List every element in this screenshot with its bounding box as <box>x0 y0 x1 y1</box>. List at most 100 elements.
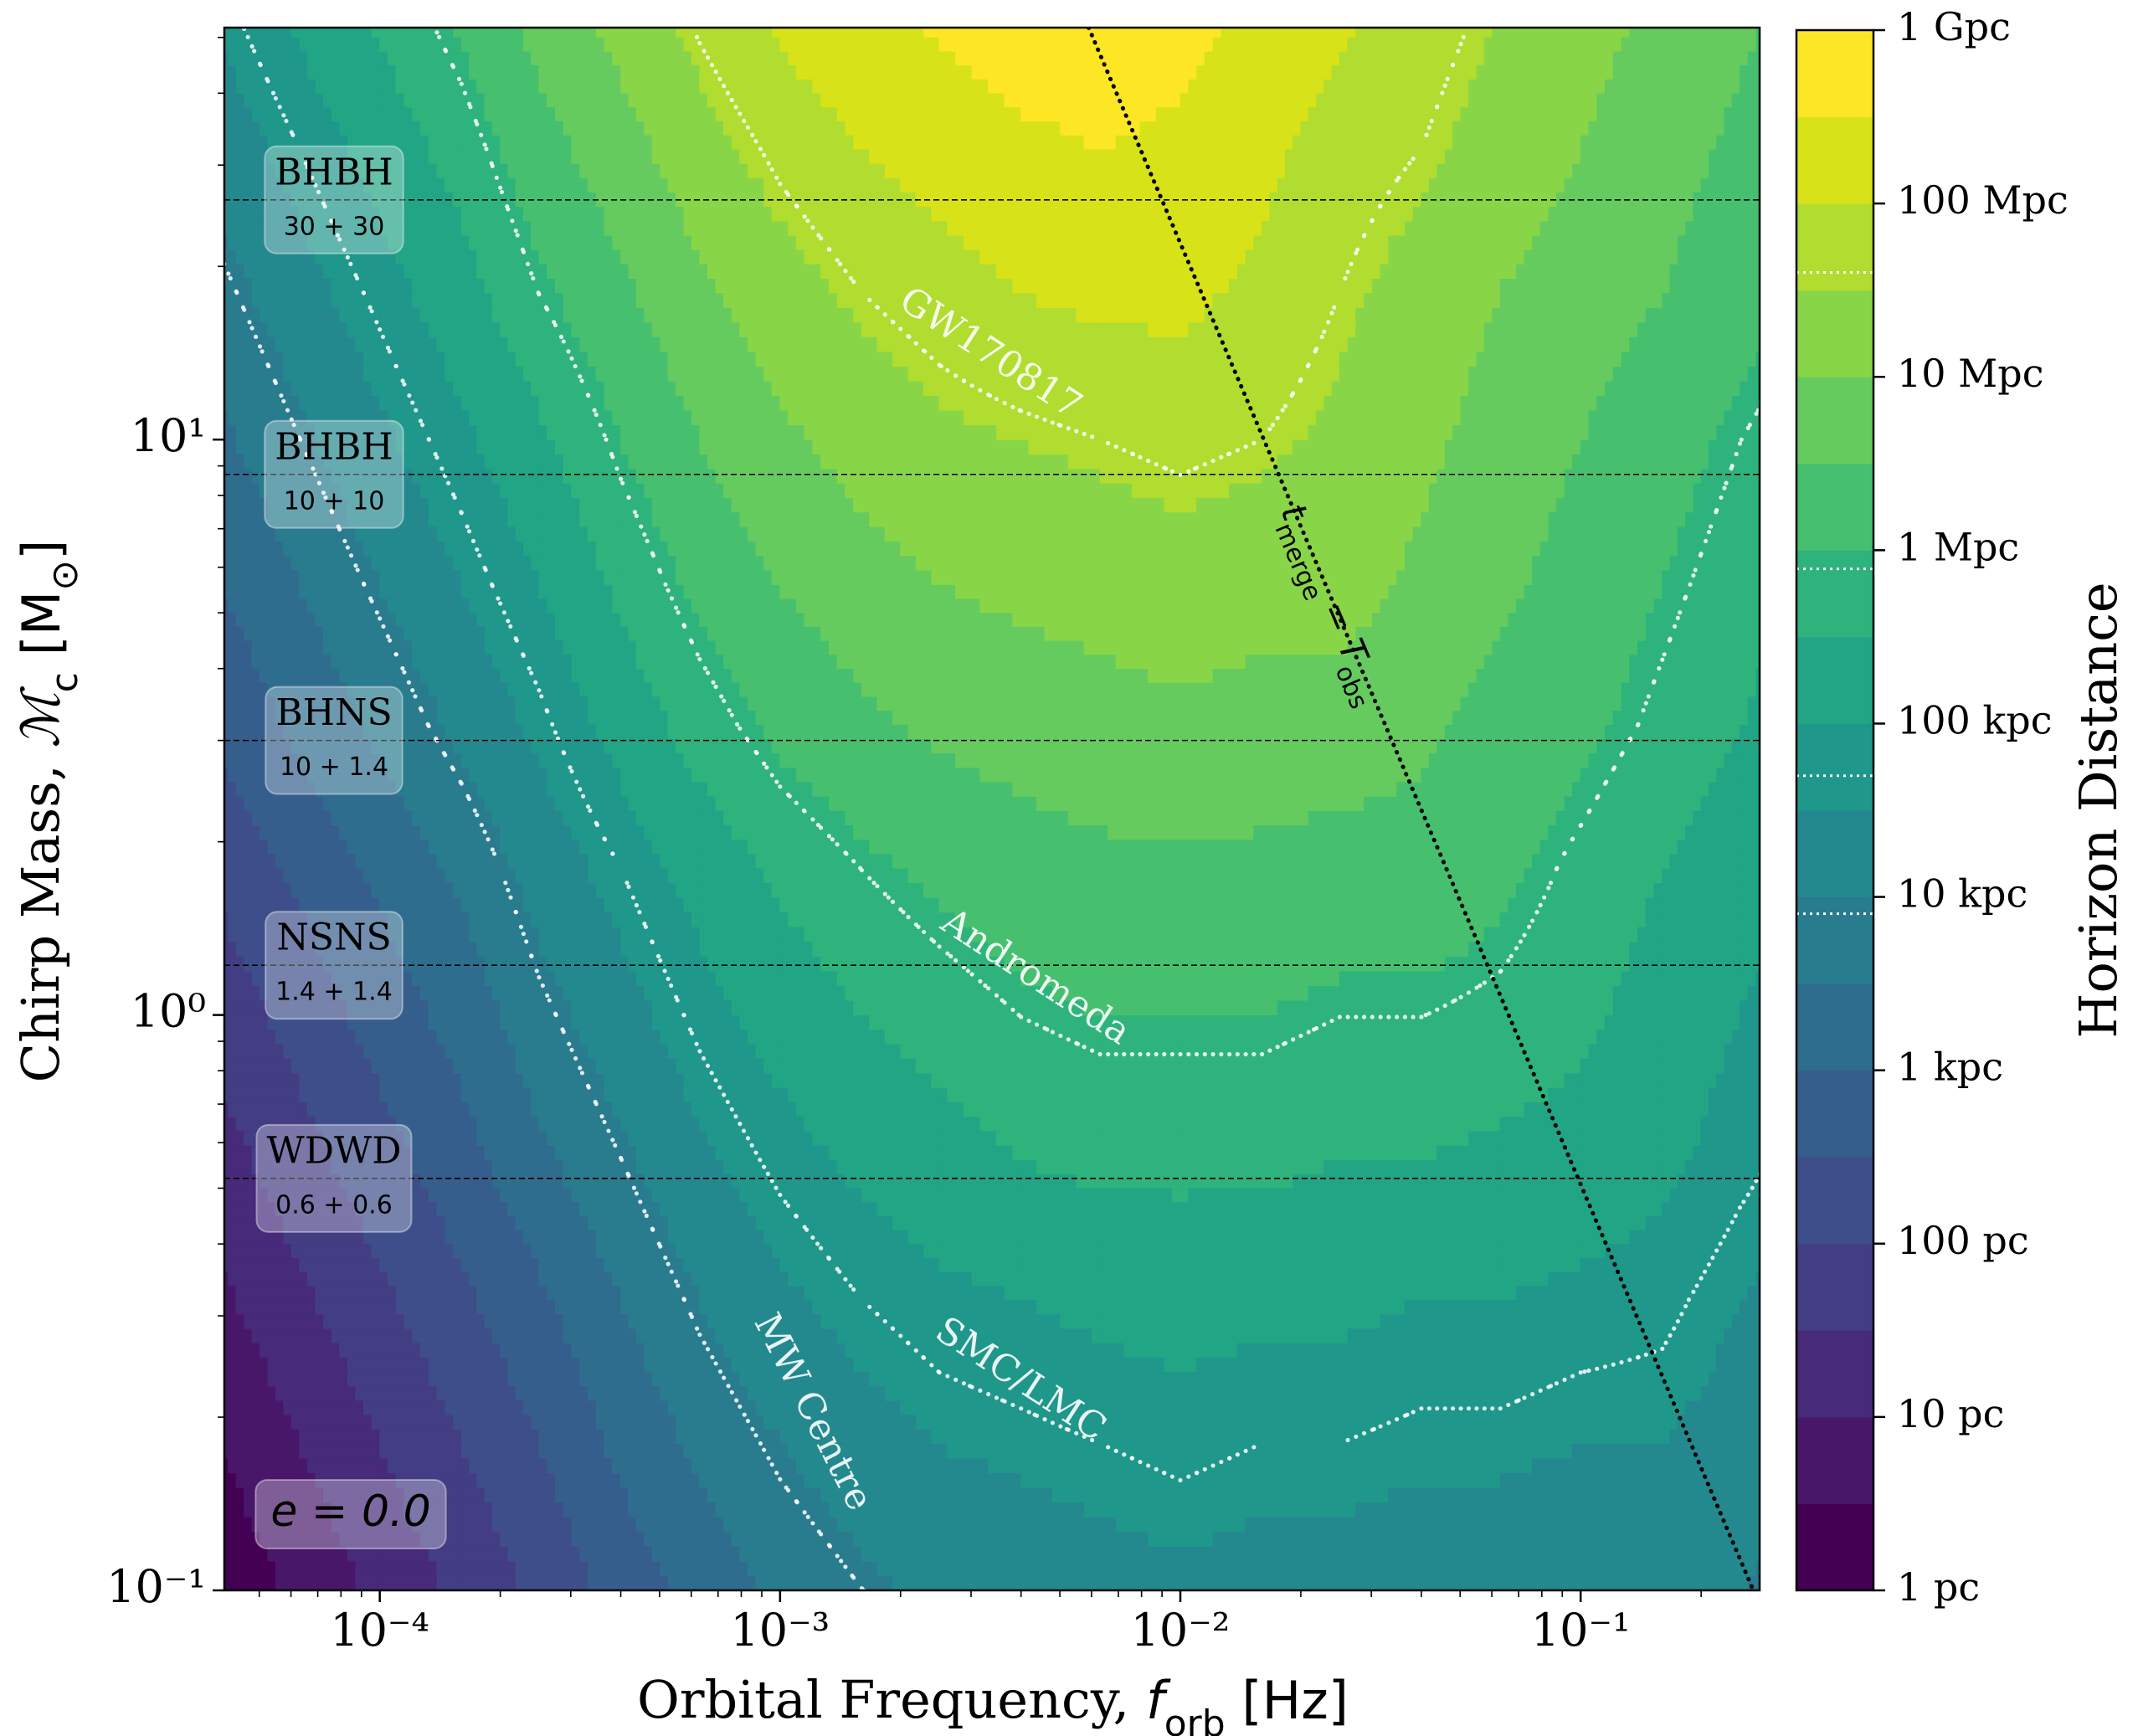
contour-band-cell <box>1339 809 1422 826</box>
contour-band-cell <box>861 292 940 308</box>
contour-band-cell <box>1020 1443 1101 1459</box>
contour-band-cell <box>531 555 540 571</box>
contour-band-cell <box>379 134 429 150</box>
reference-contour-dot <box>527 665 532 671</box>
contour-band-cell <box>460 781 478 797</box>
reference-contour-dot <box>819 236 824 241</box>
contour-band-cell <box>1236 263 1263 280</box>
contour-band-cell <box>1580 92 1598 108</box>
reference-contour-dot <box>898 326 903 331</box>
contour-band-cell <box>1099 206 1181 222</box>
contour-band-cell <box>1492 306 1501 323</box>
contour-band-cell <box>723 482 781 498</box>
contour-band-cell <box>779 1029 862 1045</box>
contour-band-cell <box>1499 1356 1581 1373</box>
contour-band-cell <box>869 1371 940 1387</box>
reference-contour-dot <box>774 779 779 784</box>
contour-band-cell <box>779 134 855 150</box>
contour-band-cell <box>1179 1058 1263 1074</box>
contour-band-cell <box>331 970 381 986</box>
contour-band-cell <box>620 234 692 250</box>
contour-band-cell <box>779 1428 862 1445</box>
contour-band-cell <box>635 292 701 308</box>
contour-band-cell <box>1467 941 1501 957</box>
contour-band-cell <box>379 1257 462 1272</box>
contour-band-cell <box>1662 1086 1709 1102</box>
contour-band-cell <box>224 1531 261 1547</box>
contour-band-cell <box>460 1342 501 1358</box>
contour-band-cell <box>1499 395 1581 411</box>
contour-band-cell <box>1339 941 1422 957</box>
contour-band-cell <box>224 496 269 513</box>
reference-contour-dot <box>249 44 254 49</box>
contour-band-cell <box>224 1371 269 1387</box>
reference-contour-dot <box>336 524 341 529</box>
contour-band-cell <box>1739 668 1757 683</box>
contour-band-cell <box>1653 882 1663 898</box>
contour-band-cell <box>1099 409 1181 426</box>
contour-band-cell <box>628 625 701 641</box>
contour-band-cell <box>1339 1516 1422 1533</box>
contour-band-cell <box>306 1271 381 1287</box>
contour-band-cell <box>1262 955 1340 972</box>
reference-contour-dot <box>1506 1402 1511 1408</box>
contour-band-cell <box>379 1285 397 1301</box>
reference-contour-dot <box>543 305 549 310</box>
contour-band-cell <box>1380 1313 1422 1329</box>
contour-band-cell <box>476 78 540 94</box>
contour-band-cell <box>522 540 540 557</box>
contour-band-cell <box>1020 36 1101 52</box>
contour-band-cell <box>1339 92 1422 108</box>
contour-band-cell <box>620 1428 677 1445</box>
reference-contour-dot <box>1042 417 1047 422</box>
contour-band-cell <box>1339 752 1422 768</box>
contour-band-cell <box>1580 220 1663 236</box>
contour-band-cell <box>538 1014 573 1030</box>
contour-band-cell <box>1428 496 1501 513</box>
contour-band-cell <box>469 767 540 783</box>
contour-band-cell <box>1662 1257 1740 1272</box>
contour-band-cell <box>395 424 462 440</box>
contour-band-cell <box>379 738 455 754</box>
reference-contour-dot <box>1129 451 1135 456</box>
contour-band-cell <box>306 64 381 80</box>
contour-band-cell <box>362 1229 381 1245</box>
contour-band-cell <box>1339 839 1422 855</box>
reference-contour-dot <box>1282 1040 1288 1045</box>
reference-contour-dot <box>745 125 751 131</box>
contour-band-cell <box>1179 1371 1263 1387</box>
contour-band-cell <box>683 206 701 222</box>
contour-band-cell <box>1580 1313 1663 1329</box>
contour-band-cell <box>938 1443 948 1459</box>
contour-band-cell <box>795 234 862 250</box>
contour-band-cell <box>1532 569 1581 585</box>
contour-band-cell <box>507 511 540 527</box>
reference-contour-dot <box>624 881 630 886</box>
contour-band-cell <box>1347 639 1422 655</box>
reference-contour-dot <box>490 847 495 852</box>
contour-band-cell <box>1662 1342 1718 1358</box>
reference-contour-dot <box>1194 1051 1200 1057</box>
contour-band-cell <box>1739 999 1760 1016</box>
reference-contour-dot <box>1113 1448 1118 1453</box>
contour-band-cell <box>379 1159 414 1174</box>
contour-band-cell <box>1662 36 1740 52</box>
contour-band-cell <box>1629 28 1663 38</box>
contour-band-cell <box>938 1385 1022 1401</box>
reference-contour-dot <box>518 924 524 929</box>
contour-band-cell <box>224 409 229 426</box>
contour-band-cell <box>1179 453 1263 470</box>
contour-band-cell <box>884 1029 940 1045</box>
contour-band-cell <box>224 1285 237 1301</box>
contour-band-cell <box>731 1356 781 1373</box>
contour-band-cell <box>1421 809 1501 826</box>
reference-contour-dot <box>1754 1179 1759 1184</box>
contour-band-cell <box>1262 1385 1340 1401</box>
contour-band-cell <box>915 1058 940 1074</box>
contour-band-cell <box>1580 28 1631 38</box>
contour-band-cell <box>1339 526 1414 542</box>
contour-band-cell <box>1323 1159 1340 1174</box>
contour-band-cell <box>1067 809 1101 826</box>
contour-band-cell <box>538 1414 597 1430</box>
reference-contour-dot <box>450 63 455 68</box>
